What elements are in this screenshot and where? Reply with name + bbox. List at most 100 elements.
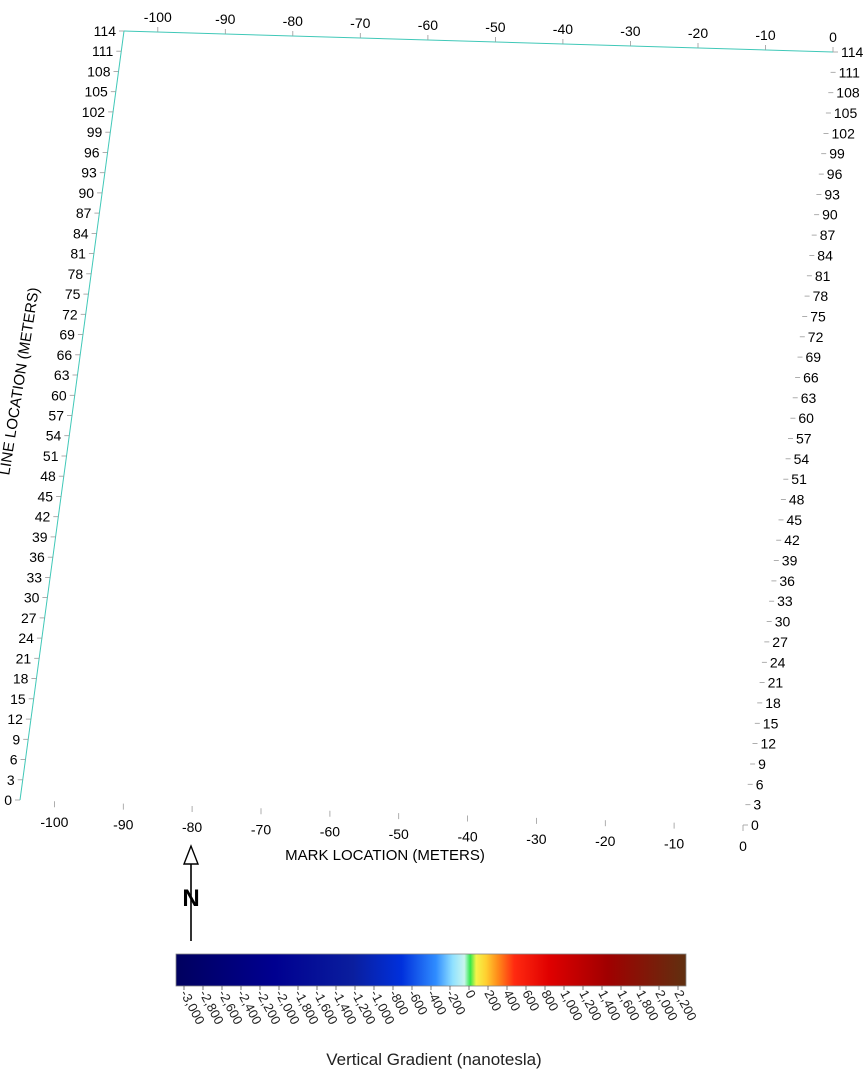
y-tick-label: 45 xyxy=(38,488,54,504)
survey-line xyxy=(119,72,829,93)
anomaly xyxy=(628,676,655,708)
anomaly-ring xyxy=(560,102,577,122)
anomaly-ring xyxy=(655,685,668,700)
anomaly xyxy=(577,603,611,643)
anomaly-ring xyxy=(457,230,506,288)
anomaly-ring xyxy=(300,107,342,157)
coverage-block xyxy=(473,42,577,335)
y-tick-label: 18 xyxy=(13,671,29,687)
anomaly-ring xyxy=(673,274,705,312)
anomaly-ring xyxy=(684,286,695,299)
y-tick-label: 99 xyxy=(829,146,845,162)
anomaly-ring xyxy=(286,146,319,185)
anomaly-ring xyxy=(428,94,452,122)
anomaly-ring xyxy=(360,147,383,174)
anomaly xyxy=(622,430,651,464)
survey-line xyxy=(76,385,792,408)
anomaly-ring xyxy=(597,486,647,544)
anomaly-ring xyxy=(755,207,813,276)
anomaly-ring xyxy=(581,607,608,638)
survey-line xyxy=(112,122,823,143)
anomaly xyxy=(296,103,345,161)
anomaly-ring xyxy=(738,434,767,468)
anomaly-ring xyxy=(476,190,526,248)
anomaly-ring xyxy=(309,102,372,177)
anomaly-layer xyxy=(129,23,818,786)
y-tick-label: 75 xyxy=(810,308,826,324)
anomaly-ring xyxy=(346,184,363,204)
anomaly xyxy=(553,94,583,130)
x-tick-label: -40 xyxy=(457,829,477,845)
anomaly-ring xyxy=(298,167,330,205)
survey-line xyxy=(104,183,816,205)
anomaly-ring xyxy=(535,452,556,477)
coverage-block xyxy=(291,111,344,261)
anomaly xyxy=(783,163,812,197)
anomaly-ring xyxy=(375,140,410,181)
survey-line xyxy=(36,679,757,703)
anomaly-ring xyxy=(698,403,719,428)
survey-line xyxy=(82,345,797,368)
anomaly-ring xyxy=(500,203,528,236)
anomaly-ring xyxy=(349,188,359,200)
anomaly-ring xyxy=(382,149,403,174)
anomaly xyxy=(476,190,526,248)
anomaly xyxy=(764,248,798,288)
anomaly-ring xyxy=(141,122,172,158)
anomaly-ring xyxy=(291,151,315,179)
anomaly-ring xyxy=(456,198,491,239)
legend-tick-label: 800 xyxy=(538,987,561,1013)
anomaly xyxy=(338,121,405,200)
coverage-block xyxy=(530,46,834,825)
anomaly-ring xyxy=(621,143,641,166)
survey-line xyxy=(113,112,823,133)
y-tick-label: 63 xyxy=(54,367,70,383)
survey-line xyxy=(106,163,817,185)
survey-line xyxy=(52,567,771,591)
anomaly xyxy=(556,501,613,568)
north-label: N xyxy=(182,885,199,912)
y-tick-label: 0 xyxy=(751,817,759,833)
survey-line xyxy=(31,719,753,744)
legend-tick-label: 600 xyxy=(519,987,542,1013)
anomaly-ring xyxy=(772,42,810,87)
anomaly-ring xyxy=(563,106,574,119)
y-tick-label: 69 xyxy=(806,349,822,365)
anomaly-ring xyxy=(573,48,602,82)
anomaly xyxy=(404,369,468,444)
anomaly-ring xyxy=(595,616,656,687)
anomaly-ring xyxy=(690,633,702,647)
anomaly-ring xyxy=(651,681,672,706)
anomaly xyxy=(703,509,741,553)
survey-line xyxy=(114,102,824,123)
anomaly-ring xyxy=(628,560,668,607)
legend-ticks: -3,000-2,800-2,600-2,400-2,200-2,000-1,8… xyxy=(177,986,700,1027)
survey-line xyxy=(58,517,776,541)
survey-line xyxy=(93,264,806,286)
survey-line xyxy=(61,496,778,520)
anomaly-ring xyxy=(464,370,483,393)
anomaly-ring xyxy=(446,186,500,250)
anomaly-ring xyxy=(712,519,733,544)
y-tick-label: 99 xyxy=(87,124,103,140)
y-tick-label: 72 xyxy=(808,329,824,345)
x-tick-label: -20 xyxy=(595,833,615,849)
anomaly xyxy=(577,486,613,528)
y-tick-label: 6 xyxy=(756,776,764,792)
x-axis-bottom: -100 -90 -80 -70 -60 -50 -40 -30 -20 -10 0 xyxy=(40,801,747,854)
anomaly-ring xyxy=(343,126,401,195)
legend-tick-label: 400 xyxy=(500,987,523,1013)
anomaly-ring xyxy=(617,139,644,171)
anomaly-ring xyxy=(371,136,414,186)
anomaly-ring xyxy=(618,565,637,588)
anomaly-ring xyxy=(677,278,702,308)
x-tick-label: -100 xyxy=(144,9,172,25)
anomaly-ring xyxy=(671,657,699,690)
anomaly-ring xyxy=(587,497,604,517)
anomaly-ring xyxy=(485,402,497,416)
anomaly-ring xyxy=(577,53,598,78)
anomaly-ring xyxy=(783,163,812,197)
anomaly xyxy=(268,124,338,207)
anomaly-ring xyxy=(470,299,482,313)
anomaly-ring xyxy=(669,678,709,724)
